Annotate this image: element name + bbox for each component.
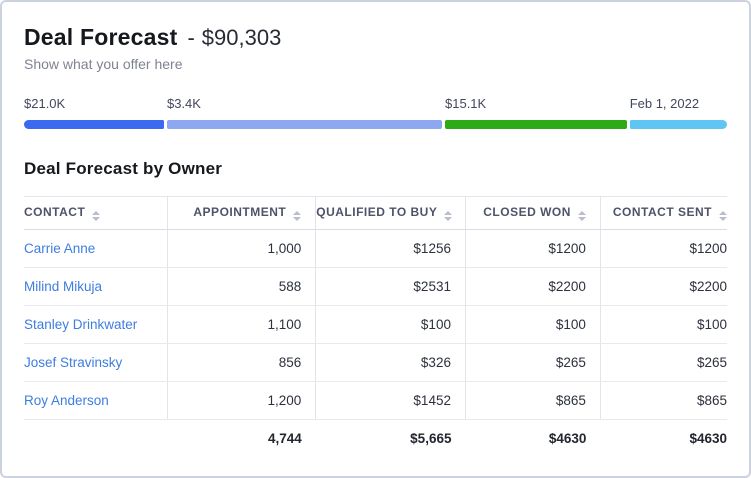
contact-link[interactable]: Roy Anderson [24, 393, 109, 408]
title-dash: - [187, 25, 195, 50]
page-title: Deal Forecast - $90,303 [24, 24, 727, 51]
deal-forecast-table: CONTACT APPOINTMENT QUALIFIED TO BUY CLO… [24, 196, 727, 457]
bar-segment-green [445, 120, 627, 129]
qualified-to-buy-total: $5,665 [410, 431, 452, 446]
table-section-title: Deal Forecast by Owner [24, 159, 223, 178]
table-row: Stanley Drinkwater 1,100 $100 $100 $100 [24, 305, 727, 344]
closed-won-value: $1200 [465, 229, 601, 268]
forecast-progress-bar [24, 120, 727, 129]
contact-sent-total: $4630 [689, 431, 727, 446]
bar-label-closed-won: $15.1K [445, 96, 487, 111]
qualified-to-buy-value: $100 [315, 305, 466, 344]
forecast-bar-labels: $21.0K $3.4K $15.1K Feb 1, 2022 [24, 96, 727, 111]
table-row: Carrie Anne 1,000 $1256 $1200 $1200 [24, 229, 727, 268]
contact-sent-value: $265 [600, 343, 727, 382]
forecast-total-amount: $90,303 [201, 25, 282, 50]
bar-segment-blue [24, 120, 164, 129]
column-header-label: CONTACT [24, 205, 86, 219]
contact-link[interactable]: Carrie Anne [24, 241, 96, 256]
bar-label-date: Feb 1, 2022 [629, 96, 700, 111]
bar-segment-periwinkle [166, 120, 442, 129]
column-header-label: APPOINTMENT [193, 205, 287, 219]
totals-row: 4,744 $5,665 $4630 $4630 [24, 420, 727, 458]
contact-sent-value: $2200 [600, 267, 727, 306]
column-header-contact-sent[interactable]: CONTACT SENT [600, 196, 727, 230]
column-header-contact[interactable]: CONTACT [24, 196, 168, 230]
column-header-appointment[interactable]: APPOINTMENT [167, 196, 317, 230]
deal-forecast-title: Deal Forecast [24, 24, 178, 50]
column-header-qualified-to-buy[interactable]: QUALIFIED TO BUY [315, 196, 466, 230]
bar-label-qualified: $3.4K [166, 96, 201, 111]
bar-segment-skyblue [629, 120, 727, 129]
closed-won-value: $865 [465, 381, 601, 420]
column-header-closed-won[interactable]: CLOSED WON [465, 196, 601, 230]
appointment-total: 4,744 [267, 431, 302, 446]
contact-sent-value: $100 [600, 305, 727, 344]
table-row: Josef Stravinsky 856 $326 $265 $265 [24, 343, 727, 382]
table-row: Roy Anderson 1,200 $1452 $865 $865 [24, 381, 727, 420]
closed-won-total: $4630 [548, 431, 587, 446]
sort-icon [293, 211, 302, 221]
page-subtitle: Show what you offer here [24, 56, 183, 72]
contact-sent-value: $865 [600, 381, 727, 420]
column-header-label: CONTACT SENT [612, 205, 712, 219]
contact-link[interactable]: Milind Mikuja [24, 279, 103, 294]
contact-link[interactable]: Josef Stravinsky [24, 355, 123, 370]
appointment-value: 856 [167, 343, 317, 382]
sort-icon [577, 211, 586, 221]
appointment-value: 1,100 [167, 305, 317, 344]
qualified-to-buy-value: $1256 [315, 229, 466, 268]
sort-icon [719, 211, 727, 221]
appointment-value: 1,200 [167, 381, 317, 420]
qualified-to-buy-value: $326 [315, 343, 466, 382]
sort-icon [444, 211, 453, 221]
totals-empty-cell [24, 420, 167, 458]
bar-label-appointment: $21.0K [24, 96, 66, 111]
closed-won-value: $265 [465, 343, 601, 382]
contact-sent-value: $1200 [600, 229, 727, 268]
appointment-value: 1,000 [167, 229, 317, 268]
table-row: Milind Mikuja 588 $2531 $2200 $2200 [24, 267, 727, 306]
closed-won-value: $2200 [465, 267, 601, 306]
forecast-bar-section: $21.0K $3.4K $15.1K Feb 1, 2022 [24, 96, 727, 129]
qualified-to-buy-value: $1452 [315, 381, 466, 420]
table-header-row: CONTACT APPOINTMENT QUALIFIED TO BUY CLO… [24, 196, 727, 230]
qualified-to-buy-value: $2531 [315, 267, 466, 306]
sort-icon [92, 211, 101, 221]
appointment-value: 588 [167, 267, 317, 306]
contact-link[interactable]: Stanley Drinkwater [24, 317, 138, 332]
column-header-label: CLOSED WON [483, 205, 571, 219]
column-header-label: QUALIFIED TO BUY [316, 205, 438, 219]
closed-won-value: $100 [465, 305, 601, 344]
